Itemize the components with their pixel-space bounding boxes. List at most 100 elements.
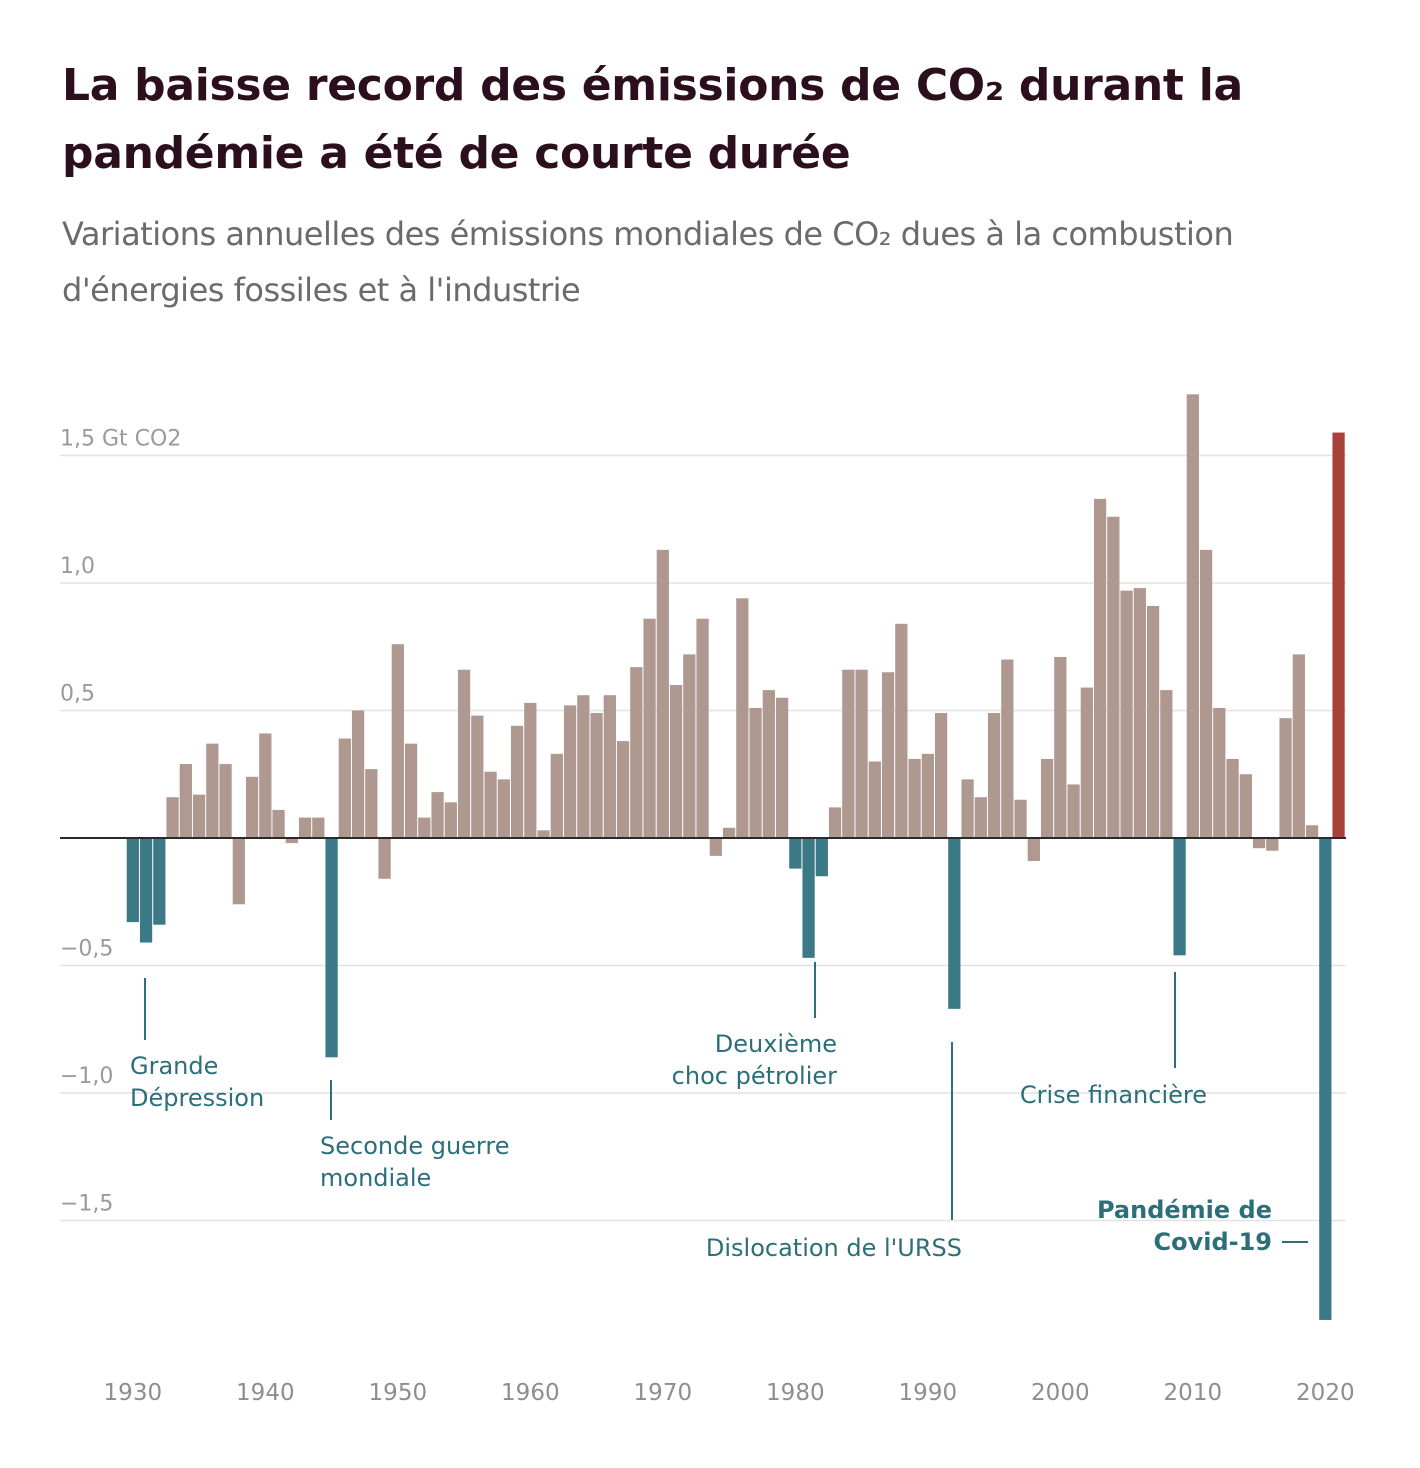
bar-1989	[908, 758, 921, 838]
bar-1938	[232, 838, 245, 905]
bar-1942	[285, 838, 298, 844]
x-tick-label: 1940	[236, 1380, 295, 1406]
bar-2010	[1186, 394, 1199, 838]
bar-2015	[1252, 838, 1266, 849]
y-tick-label: −1,0	[60, 1064, 113, 1089]
bar-1981	[802, 838, 815, 958]
pandemie-label: Covid-19	[1153, 1228, 1272, 1256]
bar-1994	[974, 797, 987, 838]
bar-1936	[206, 743, 219, 838]
y-tick-label: −1,5	[60, 1192, 113, 1217]
pandemie-label: Pandémie de	[1097, 1196, 1272, 1224]
bar-1990	[921, 753, 934, 838]
crise-financiere-label: Crise financière	[1020, 1081, 1207, 1109]
x-tick-label: 1950	[369, 1380, 428, 1406]
bar-2013	[1226, 758, 1239, 838]
bar-2002	[1080, 687, 1093, 838]
y-tick-label: 1,5 Gt CO2	[60, 427, 181, 452]
y-tick-label: 0,5	[60, 682, 95, 707]
seconde-guerre-label: mondiale	[320, 1164, 431, 1192]
x-tick-label: 1960	[501, 1380, 560, 1406]
bar-1988	[895, 623, 908, 838]
bar-1935	[192, 794, 206, 838]
bar-1977	[749, 707, 762, 838]
bar-2008	[1160, 690, 1173, 838]
bar-1960	[524, 702, 537, 838]
choc-petrolier-label: Deuxième	[715, 1030, 837, 1058]
bar-1968	[630, 667, 643, 838]
bar-1985	[855, 669, 868, 838]
bar-1957	[484, 771, 497, 838]
x-tick-label: 2010	[1164, 1380, 1223, 1406]
bar-2003	[1093, 498, 1107, 838]
bar-1972	[683, 654, 696, 838]
y-tick-label: −0,5	[60, 937, 113, 962]
chart-subtitle: Variations annuelles des émissions mondi…	[62, 215, 1234, 309]
x-tick-label: 2020	[1296, 1380, 1355, 1406]
bar-2014	[1239, 774, 1252, 838]
bar-1996	[1001, 659, 1014, 838]
bar-1983	[828, 807, 842, 838]
bar-1962	[550, 753, 563, 838]
bar-1954	[444, 802, 457, 838]
bar-1973	[696, 618, 709, 838]
bar-2021	[1332, 432, 1345, 838]
bar-1982	[815, 838, 828, 877]
bar-1945	[325, 838, 338, 1058]
bar-1987	[881, 672, 895, 838]
bar-2016	[1266, 838, 1279, 851]
seconde-guerre-label: Seconde guerre	[320, 1132, 509, 1160]
annotations: Grande Dépression Seconde guerre mondiale De…	[130, 962, 1308, 1262]
y-tick-label: 1,0	[60, 554, 95, 579]
x-axis-labels: 1930 1940 1950 1960 1970 1980 1990 2000 2010 2020	[104, 1380, 1355, 1406]
bar-1932	[153, 838, 166, 925]
bar-2007	[1146, 605, 1160, 838]
bar-1952	[418, 817, 431, 838]
bar-1939	[245, 776, 259, 838]
bar-2018	[1292, 654, 1305, 838]
bar-2009	[1173, 838, 1186, 956]
bar-1944	[312, 817, 325, 838]
x-tick-label: 1990	[899, 1380, 958, 1406]
bar-1965	[590, 713, 603, 838]
bar-2011	[1199, 549, 1213, 838]
bar-1949	[378, 838, 391, 879]
bar-2004	[1107, 516, 1120, 838]
x-tick-label: 1970	[634, 1380, 693, 1406]
bar-1948	[365, 769, 378, 838]
y-axis-labels: 1,5 Gt CO2 1,0 0,5 −0,5 −1,0 −1,5	[60, 427, 181, 1217]
dislocation-urss-label: Dislocation de l'URSS	[706, 1234, 962, 1262]
bar-1995	[987, 713, 1001, 838]
bar-1980	[789, 838, 802, 869]
bar-1953	[431, 792, 444, 838]
bar-1970	[656, 549, 669, 838]
bar-2017	[1279, 718, 1292, 838]
bar-2001	[1067, 784, 1080, 838]
grande-depression-label: Grande	[130, 1052, 218, 1080]
x-tick-label: 2000	[1031, 1380, 1090, 1406]
bar-1976	[736, 598, 749, 838]
bar-1984	[842, 669, 855, 838]
bar-1934	[179, 764, 192, 838]
bar-1943	[298, 817, 312, 838]
bar-2006	[1133, 588, 1146, 838]
bar-2012	[1213, 707, 1226, 838]
choc-petrolier-label: choc pétrolier	[672, 1062, 837, 1090]
bar-2000	[1054, 656, 1067, 838]
bar-1937	[219, 764, 232, 838]
bar-1959	[510, 725, 524, 838]
bar-1956	[471, 715, 484, 838]
bar-1998	[1027, 838, 1040, 861]
bar-1950	[391, 644, 404, 838]
bar-1947	[351, 710, 365, 838]
x-tick-label: 1980	[766, 1380, 825, 1406]
x-tick-label: 1930	[104, 1380, 163, 1406]
bar-1964	[577, 695, 590, 838]
bar-2005	[1120, 590, 1133, 838]
bar-1997	[1014, 799, 1027, 838]
bar-1963	[563, 705, 577, 838]
bar-1971	[669, 685, 683, 838]
bar-1979	[775, 697, 789, 838]
bar-1951	[404, 743, 418, 838]
bar-1958	[497, 779, 510, 838]
